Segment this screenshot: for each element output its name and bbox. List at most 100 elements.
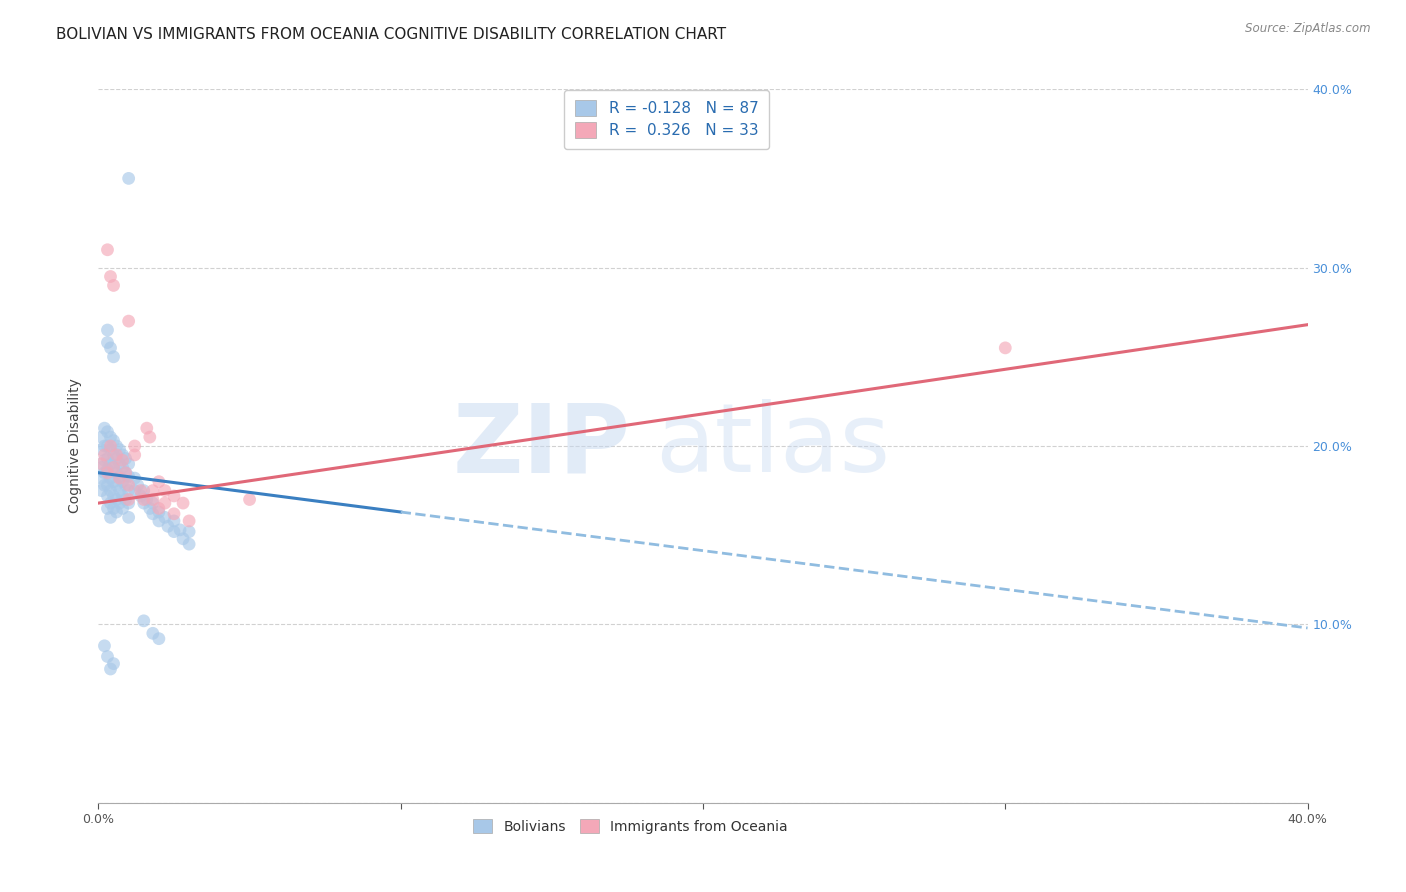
Point (148, 514, 170, 528)
Point (100, 496, 122, 510)
Text: atlas: atlas (655, 400, 890, 492)
Point (93, 439, 115, 453)
Point (103, 448, 125, 462)
Point (111, 453, 134, 467)
Text: Source: ZipAtlas.com: Source: ZipAtlas.com (1246, 22, 1371, 36)
Point (96, 478, 118, 492)
Point (96, 501, 118, 516)
Point (103, 460, 125, 475)
Point (103, 475, 125, 489)
Point (105, 466, 128, 480)
Point (142, 492, 165, 507)
Point (132, 492, 155, 507)
Point (118, 469, 141, 483)
Point (124, 471, 146, 485)
Point (100, 341, 122, 355)
Point (100, 457, 122, 471)
Point (96, 323, 118, 337)
Point (100, 430, 122, 444)
Text: BOLIVIAN VS IMMIGRANTS FROM OCEANIA COGNITIVE DISABILITY CORRELATION CHART: BOLIVIAN VS IMMIGRANTS FROM OCEANIA COGN… (56, 27, 727, 42)
Point (108, 471, 131, 485)
Point (135, 492, 157, 507)
Point (93, 453, 115, 467)
Point (108, 457, 131, 471)
Point (132, 496, 155, 510)
Point (124, 448, 146, 462)
Point (93, 478, 115, 492)
Point (118, 478, 141, 492)
Point (163, 489, 186, 503)
Point (169, 523, 191, 537)
Point (103, 657, 125, 671)
Point (108, 496, 131, 510)
Point (111, 475, 134, 489)
Point (90, 483, 112, 498)
Point (111, 501, 134, 516)
Point (118, 314, 141, 328)
Point (114, 478, 136, 492)
Point (103, 489, 125, 503)
Point (132, 483, 155, 498)
Point (100, 471, 122, 485)
Point (100, 269, 122, 284)
Point (93, 421, 115, 435)
Point (118, 483, 141, 498)
Point (103, 434, 125, 448)
Point (153, 483, 176, 498)
Point (108, 442, 131, 457)
Point (132, 614, 155, 628)
Legend: Bolivians, Immigrants from Oceania: Bolivians, Immigrants from Oceania (464, 811, 796, 842)
Y-axis label: Cognitive Disability: Cognitive Disability (69, 378, 83, 514)
Point (129, 489, 152, 503)
Point (90, 460, 112, 475)
Point (96, 451, 118, 466)
Point (96, 439, 118, 453)
Point (100, 483, 122, 498)
Point (135, 421, 157, 435)
Point (105, 439, 128, 453)
Point (163, 514, 186, 528)
Point (142, 483, 165, 498)
Point (111, 489, 134, 503)
Point (142, 507, 165, 521)
Point (179, 537, 201, 551)
Point (105, 492, 128, 507)
Point (118, 496, 141, 510)
Point (105, 478, 128, 492)
Point (156, 519, 179, 533)
Point (96, 425, 118, 439)
Point (111, 460, 134, 475)
Point (118, 510, 141, 524)
Point (100, 662, 122, 676)
Point (114, 466, 136, 480)
Point (127, 478, 149, 492)
Point (148, 501, 170, 516)
Point (179, 524, 201, 539)
Point (93, 639, 115, 653)
Point (179, 514, 201, 528)
Text: ZIP: ZIP (453, 400, 630, 492)
Point (103, 501, 125, 516)
Point (239, 492, 262, 507)
Point (172, 496, 194, 510)
Point (994, 341, 1017, 355)
Point (103, 460, 125, 475)
Point (105, 451, 128, 466)
Point (124, 439, 146, 453)
Point (142, 496, 165, 510)
Point (118, 492, 141, 507)
Point (103, 278, 125, 293)
Point (108, 469, 131, 483)
Point (100, 439, 122, 453)
Point (153, 496, 176, 510)
Point (124, 483, 146, 498)
Point (114, 466, 136, 480)
Point (100, 442, 122, 457)
Point (163, 524, 186, 539)
Point (96, 335, 118, 350)
Point (103, 350, 125, 364)
Point (114, 451, 136, 466)
Point (96, 649, 118, 664)
Point (90, 430, 112, 444)
Point (114, 492, 136, 507)
